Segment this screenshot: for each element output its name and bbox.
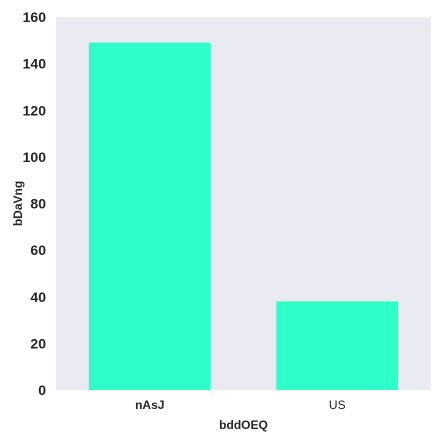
y-axis-ticks: 0 20 40 60 80 100 120 140 160 xyxy=(23,9,47,398)
y-tick-label-20: 20 xyxy=(30,335,46,351)
x-tick-label-US: US xyxy=(329,398,346,412)
y-tick-label-80: 80 xyxy=(30,196,46,212)
x-axis-label: bddOEQ xyxy=(219,418,268,432)
bar-US xyxy=(276,301,399,390)
y-tick-label-60: 60 xyxy=(30,242,46,258)
bar-nAsJ xyxy=(88,42,211,391)
y-axis-label: bDaVng xyxy=(11,181,25,226)
y-tick-label-120: 120 xyxy=(23,102,47,118)
y-tick-label-40: 40 xyxy=(30,289,46,305)
bars-group xyxy=(88,42,399,391)
y-tick-label-140: 140 xyxy=(23,56,47,72)
y-tick-label-0: 0 xyxy=(38,382,46,398)
y-tick-label-100: 100 xyxy=(23,149,47,165)
y-tick-label-160: 160 xyxy=(23,9,47,25)
x-axis-ticks: nAsJ US xyxy=(135,398,346,412)
x-tick-label-nAsJ: nAsJ xyxy=(135,398,164,412)
